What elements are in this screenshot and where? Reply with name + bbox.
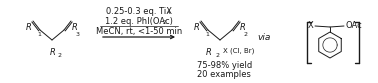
- Text: R: R: [240, 23, 246, 33]
- Text: X (Cl, Br): X (Cl, Br): [223, 48, 254, 55]
- Text: 2: 2: [163, 20, 166, 25]
- Text: OAc: OAc: [346, 21, 363, 30]
- Text: 2: 2: [244, 32, 248, 37]
- Text: 1: 1: [205, 32, 209, 37]
- Text: R: R: [72, 23, 78, 33]
- Text: 20 examples: 20 examples: [197, 70, 251, 79]
- Text: 2: 2: [216, 53, 220, 58]
- Text: 0.25-0.3 eq. TiX: 0.25-0.3 eq. TiX: [106, 7, 172, 16]
- Text: R: R: [206, 48, 212, 57]
- Text: 1.2 eq. PhI(OAc): 1.2 eq. PhI(OAc): [105, 17, 173, 26]
- Text: R: R: [26, 23, 32, 33]
- Text: R: R: [194, 23, 200, 33]
- Text: 2: 2: [57, 53, 61, 58]
- Text: R: R: [50, 48, 56, 57]
- Text: 3: 3: [76, 32, 80, 37]
- Text: 4: 4: [167, 10, 170, 15]
- Text: X: X: [307, 21, 313, 30]
- Text: 1: 1: [37, 32, 41, 37]
- Text: MeCN, rt, <1-50 min: MeCN, rt, <1-50 min: [96, 27, 182, 36]
- Text: 75-98% yield: 75-98% yield: [197, 61, 252, 70]
- Text: via: via: [257, 33, 271, 42]
